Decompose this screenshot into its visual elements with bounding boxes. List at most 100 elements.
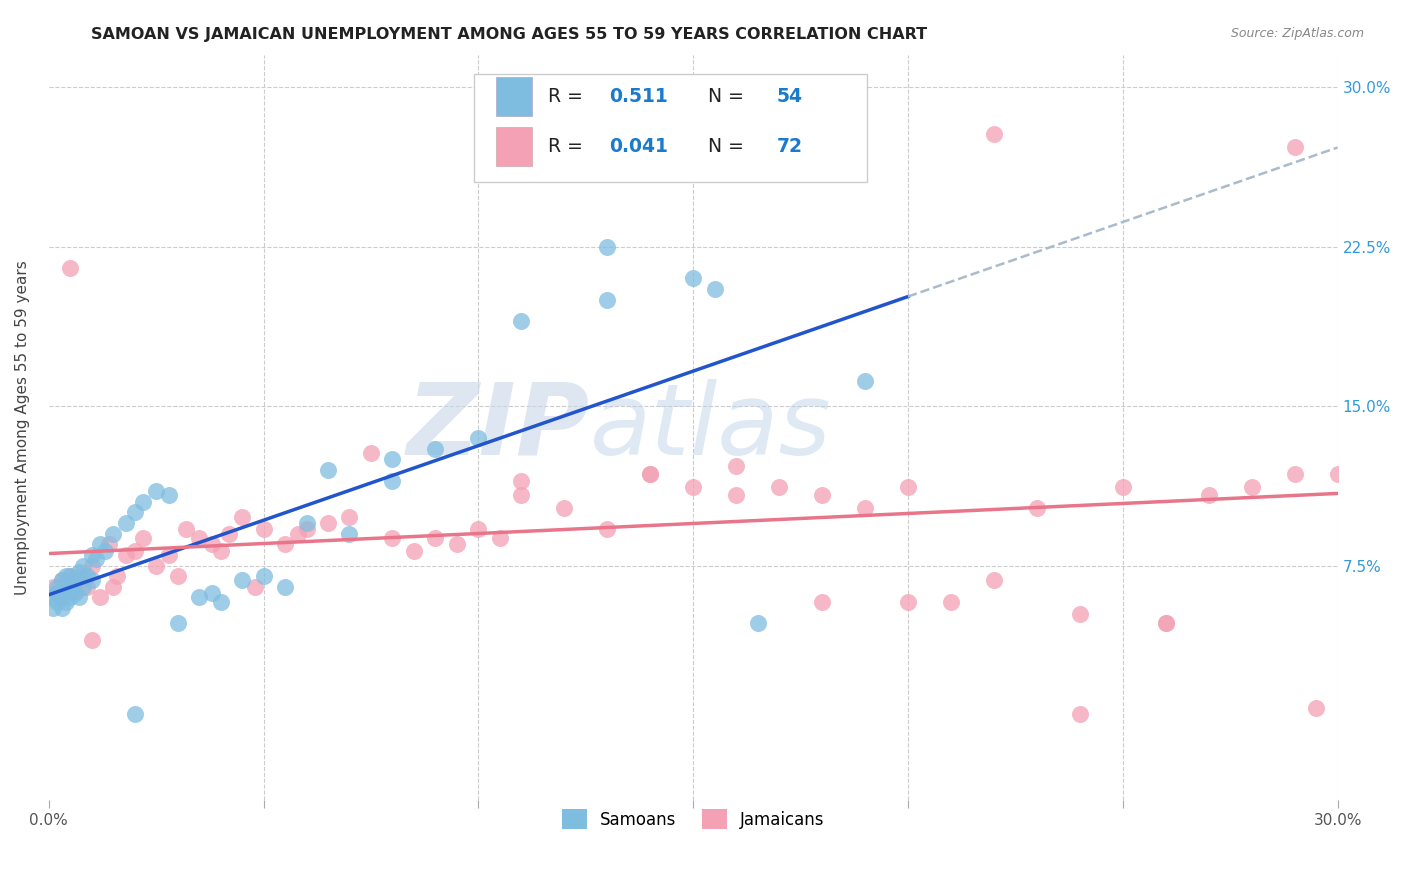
Samoans <box>59 580 82 594</box>
FancyBboxPatch shape <box>474 74 868 182</box>
Jamaicans <box>63 584 86 599</box>
Samoans <box>381 452 404 467</box>
Jamaicans <box>274 537 297 551</box>
Samoans <box>853 374 876 388</box>
Samoans <box>89 537 111 551</box>
Samoans <box>51 574 73 588</box>
Bar <box>496 128 531 166</box>
Samoans <box>747 615 769 630</box>
Jamaicans <box>638 467 661 482</box>
Jamaicans <box>218 526 240 541</box>
Jamaicans <box>381 531 404 545</box>
Jamaicans <box>42 580 65 594</box>
Samoans <box>124 505 146 519</box>
Jamaicans <box>97 537 120 551</box>
Jamaicans <box>939 595 962 609</box>
Jamaicans <box>132 531 155 545</box>
Samoans <box>46 595 69 609</box>
Jamaicans <box>59 569 82 583</box>
Jamaicans <box>80 558 103 573</box>
Samoans <box>67 591 90 605</box>
Jamaicans <box>145 558 167 573</box>
Jamaicans <box>46 586 69 600</box>
Jamaicans <box>157 548 180 562</box>
Jamaicans <box>55 580 77 594</box>
Text: N =: N = <box>696 87 749 106</box>
Text: 72: 72 <box>778 137 803 156</box>
Jamaicans <box>983 574 1005 588</box>
Samoans <box>51 601 73 615</box>
Jamaicans <box>897 595 920 609</box>
Jamaicans <box>231 509 253 524</box>
Samoans <box>55 595 77 609</box>
Samoans <box>46 580 69 594</box>
Text: 54: 54 <box>778 87 803 106</box>
Samoans <box>42 591 65 605</box>
Jamaicans <box>72 569 94 583</box>
Jamaicans <box>1154 615 1177 630</box>
Jamaicans <box>510 474 533 488</box>
Jamaicans <box>1284 139 1306 153</box>
Jamaicans <box>446 537 468 551</box>
Samoans <box>63 574 86 588</box>
Samoans <box>274 580 297 594</box>
Jamaicans <box>983 127 1005 141</box>
Samoans <box>72 558 94 573</box>
Jamaicans <box>188 531 211 545</box>
Samoans <box>42 601 65 615</box>
Samoans <box>295 516 318 530</box>
Jamaicans <box>295 523 318 537</box>
Text: N =: N = <box>696 137 749 156</box>
Text: R =: R = <box>547 137 589 156</box>
Samoans <box>316 463 339 477</box>
Jamaicans <box>1112 480 1135 494</box>
Jamaicans <box>51 574 73 588</box>
Jamaicans <box>1240 480 1263 494</box>
Bar <box>496 77 531 116</box>
Jamaicans <box>243 580 266 594</box>
Jamaicans <box>1305 701 1327 715</box>
Jamaicans <box>67 574 90 588</box>
Text: SAMOAN VS JAMAICAN UNEMPLOYMENT AMONG AGES 55 TO 59 YEARS CORRELATION CHART: SAMOAN VS JAMAICAN UNEMPLOYMENT AMONG AG… <box>91 27 928 42</box>
Jamaicans <box>1198 488 1220 502</box>
Jamaicans <box>1326 467 1348 482</box>
Samoans <box>72 580 94 594</box>
Samoans <box>201 586 224 600</box>
Jamaicans <box>174 523 197 537</box>
Samoans <box>231 574 253 588</box>
Text: 0.511: 0.511 <box>609 87 668 106</box>
Jamaicans <box>103 580 125 594</box>
Samoans <box>132 495 155 509</box>
Samoans <box>596 293 619 307</box>
Jamaicans <box>80 633 103 648</box>
Jamaicans <box>489 531 512 545</box>
Jamaicans <box>76 580 98 594</box>
Samoans <box>339 526 361 541</box>
Jamaicans <box>402 543 425 558</box>
Jamaicans <box>467 523 489 537</box>
Jamaicans <box>287 526 309 541</box>
Jamaicans <box>596 523 619 537</box>
Samoans <box>76 569 98 583</box>
Jamaicans <box>316 516 339 530</box>
Jamaicans <box>1025 501 1047 516</box>
Samoans <box>80 548 103 562</box>
Samoans <box>252 569 274 583</box>
Samoans <box>59 569 82 583</box>
Samoans <box>84 552 107 566</box>
Samoans <box>46 586 69 600</box>
Samoans <box>157 488 180 502</box>
Jamaicans <box>89 591 111 605</box>
Jamaicans <box>1069 707 1091 722</box>
Jamaicans <box>725 458 748 473</box>
Jamaicans <box>124 543 146 558</box>
Samoans <box>80 574 103 588</box>
Y-axis label: Unemployment Among Ages 55 to 59 years: Unemployment Among Ages 55 to 59 years <box>15 260 30 595</box>
Jamaicans <box>1284 467 1306 482</box>
Samoans <box>124 707 146 722</box>
Text: R =: R = <box>547 87 589 106</box>
Samoans <box>467 431 489 445</box>
Samoans <box>51 591 73 605</box>
Samoans <box>55 569 77 583</box>
Samoans <box>381 474 404 488</box>
